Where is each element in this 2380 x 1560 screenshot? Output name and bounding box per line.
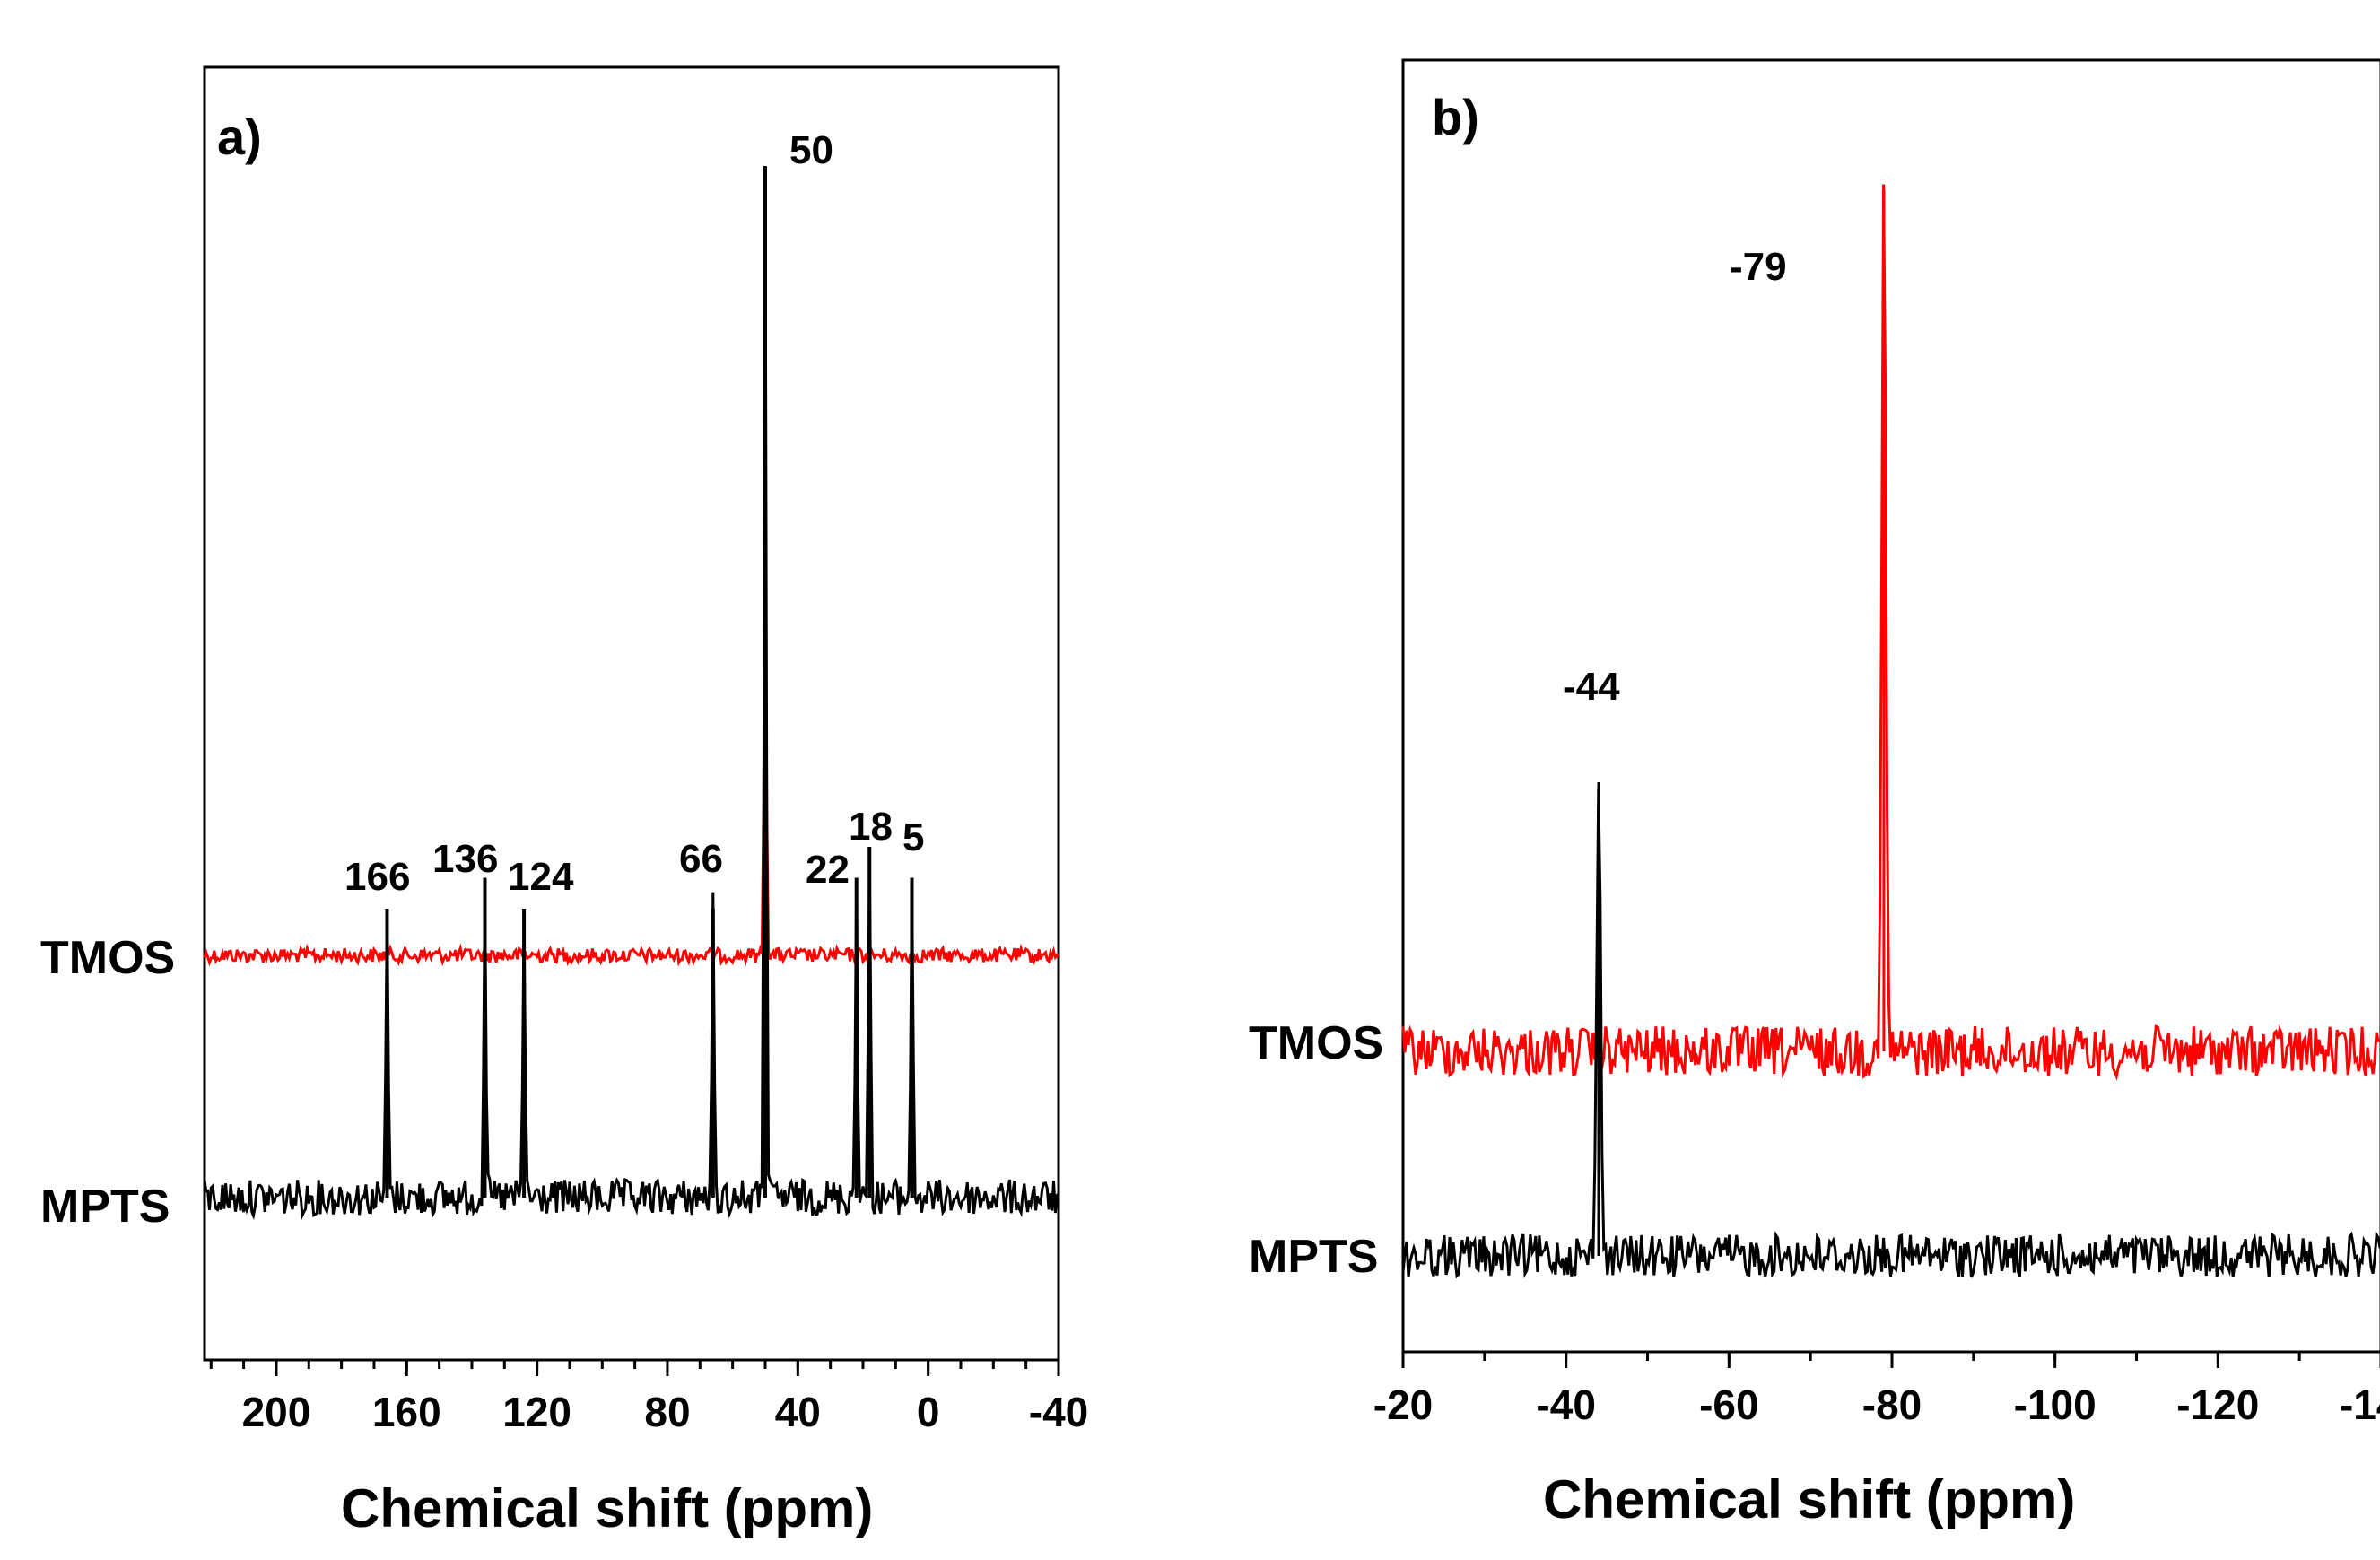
panel-a-series-label-tmos: TMOS xyxy=(40,932,175,984)
panel-a: a) 200 160 120 80 40 0 -40 TMOS MPTS 166 136 1… xyxy=(40,65,1088,1538)
panel-b-series-label-mpts: MPTS xyxy=(1249,1231,1378,1283)
panel-a-x-axis-label: Chemical shift (ppm) xyxy=(341,1478,873,1538)
panel-a-traces xyxy=(203,166,1059,1221)
trace-mpts xyxy=(1401,789,2380,1279)
panel-b-traces xyxy=(1401,184,2380,1279)
panel-b-peak-label-79: -79 xyxy=(1730,245,1787,289)
x-tick-label: -40 xyxy=(1029,1389,1088,1435)
x-tick-label: 120 xyxy=(502,1389,571,1435)
panel-b: b) -20 -40 -60 -80 -100 -120 -140 TMOS MPTS -4… xyxy=(1249,58,2380,1529)
panel-a-series-label-mpts: MPTS xyxy=(40,1181,170,1233)
panel-b-peak-label-44: -44 xyxy=(1563,665,1620,709)
x-tick-label: -60 xyxy=(1699,1381,1758,1428)
x-tick-label: 200 xyxy=(242,1389,311,1435)
panel-a-peak-label-18: 18 xyxy=(849,805,893,849)
panel-b-series-label-tmos: TMOS xyxy=(1249,1017,1383,1069)
panel-a-frame xyxy=(203,65,1060,1362)
panel-b-label: b) xyxy=(1432,89,1479,145)
x-tick-label: 80 xyxy=(644,1389,690,1435)
panel-a-peak-label-5: 5 xyxy=(902,815,924,859)
panel-a-peak-label-66: 66 xyxy=(679,837,723,881)
panel-b-x-axis-label: Chemical shift (ppm) xyxy=(1543,1469,2075,1529)
x-tick-label: -140 xyxy=(2340,1381,2380,1428)
trace-tmos xyxy=(203,554,1059,967)
panel-a-peak-label-166: 166 xyxy=(344,855,410,899)
panel-a-x-axis: 200 160 120 80 40 0 -40 xyxy=(209,1360,1088,1435)
x-tick-label: 0 xyxy=(917,1389,940,1435)
x-tick-label: -100 xyxy=(2014,1381,2097,1428)
panel-b-x-axis: -20 -40 -60 -80 -100 -120 -140 xyxy=(1373,1352,2380,1428)
trace-mpts xyxy=(203,180,1059,1221)
panel-a-peak-label-136: 136 xyxy=(432,837,498,881)
x-tick-label: -80 xyxy=(1862,1381,1922,1428)
panel-a-peak-label-50: 50 xyxy=(789,128,833,172)
x-tick-label: 160 xyxy=(372,1389,441,1435)
panel-b-frame xyxy=(1401,58,2380,1354)
x-tick-label: -120 xyxy=(2176,1381,2259,1428)
x-tick-label: 40 xyxy=(775,1389,821,1435)
x-tick-label: -40 xyxy=(1536,1381,1595,1428)
panel-a-peak-label-22: 22 xyxy=(806,848,850,892)
trace-tmos xyxy=(1401,184,2380,1081)
x-tick-label: -20 xyxy=(1373,1381,1433,1428)
panel-a-label: a) xyxy=(217,109,262,165)
panel-a-peak-label-124: 124 xyxy=(508,855,574,899)
